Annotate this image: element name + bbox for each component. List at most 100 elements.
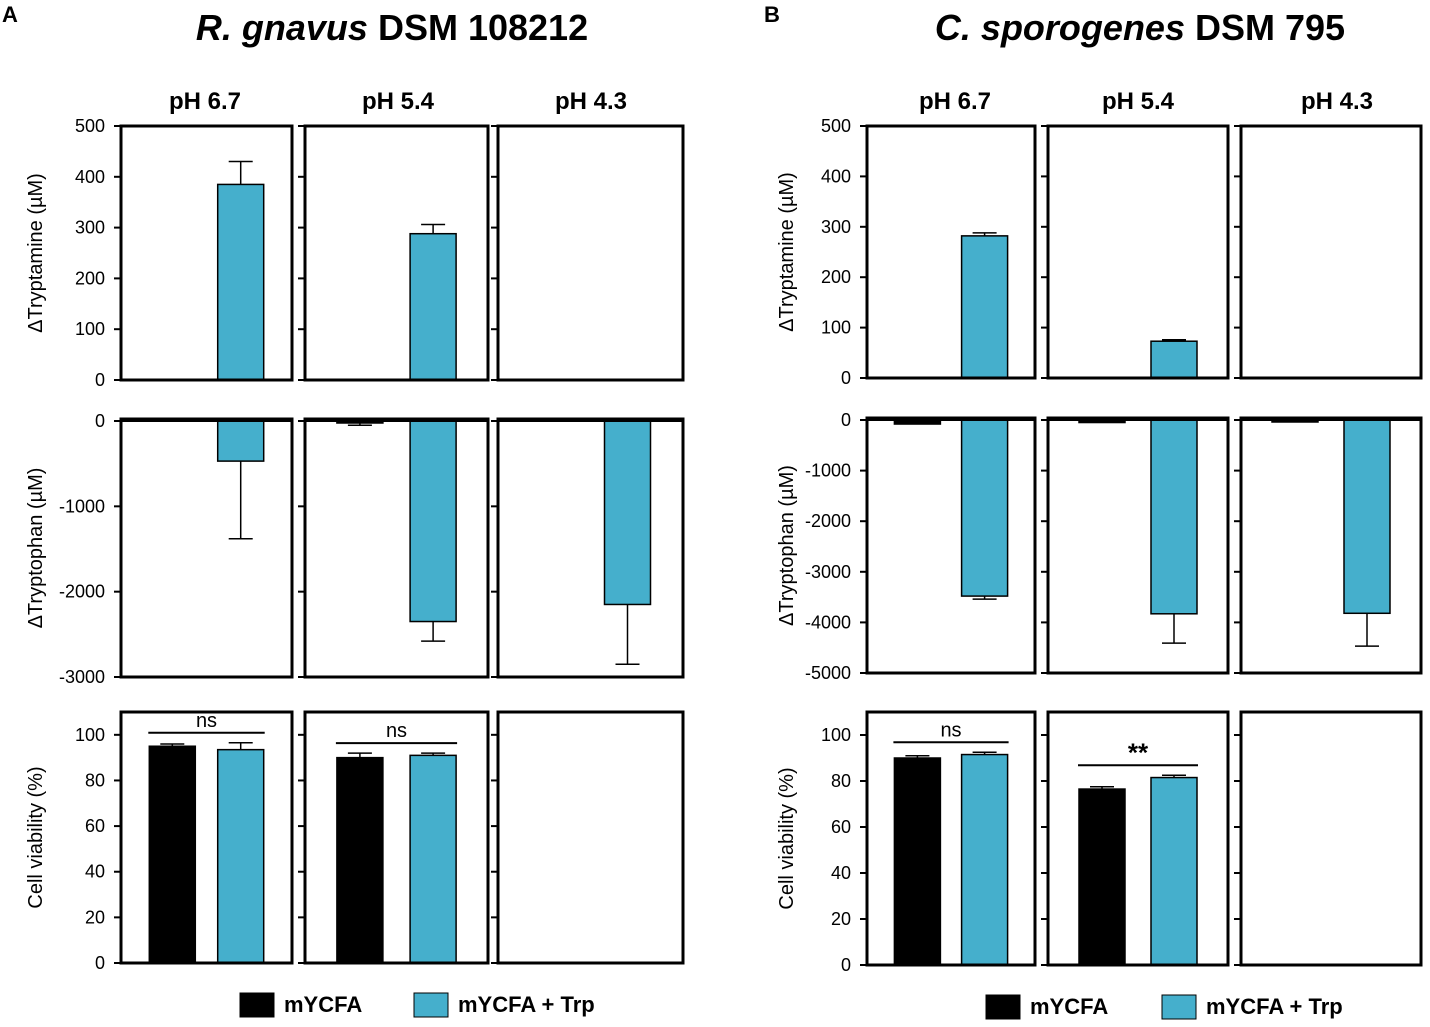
a-viability-frame-1 xyxy=(303,710,490,965)
ph-label-a-1: pH 6.7 xyxy=(169,88,241,115)
b-viability-tick-label-4: 80 xyxy=(831,771,851,791)
a-viability-tick-label-5: 100 xyxy=(75,725,105,745)
b-tryptamine-bar-trp-0 xyxy=(960,235,1009,379)
b-tryptamine-tick-label-5: 500 xyxy=(821,116,851,136)
b-tryptamine-bar-trp-1 xyxy=(1150,340,1198,379)
b-viability-sig-label-1: ** xyxy=(1128,737,1149,767)
panel-title-b-strain: DSM 795 xyxy=(1185,7,1345,48)
panel-title-a: R. gnavus DSM 108212 xyxy=(196,7,588,48)
a-tryptamine-tick-label-4: 400 xyxy=(75,167,105,187)
b-viability-tick-label-5: 100 xyxy=(821,725,851,745)
charts: ΔTryptamine (µM)0100200300400500ΔTryptop… xyxy=(25,116,1423,975)
b-tryptophan-bar-trp-0 xyxy=(960,419,1009,597)
b-tryptophan-frame-0 xyxy=(865,416,1037,675)
ph-label-b-3: pH 4.3 xyxy=(1301,88,1373,115)
ph-label-b-2: pH 5.4 xyxy=(1102,88,1175,115)
legend-label-mycfa-b: mYCFA xyxy=(1030,994,1108,1019)
legend-swatch-mycfa-a xyxy=(239,992,275,1018)
panel-title-b-species: C. sporogenes xyxy=(935,7,1185,48)
legend-label-trp-a: mYCFA + Trp xyxy=(458,992,595,1017)
b-tryptophan-tick-label-0: 0 xyxy=(841,410,851,430)
chart-a-viability: Cell viability (%) 0 20 40 60 80 100 ns ns xyxy=(25,710,685,973)
panel-title-a-species: R. gnavus xyxy=(196,7,368,48)
b-viability-bar-trp-0 xyxy=(960,753,1009,966)
a-tryptamine-tick-label-2: 200 xyxy=(75,268,105,288)
b-tryptamine-frame-1 xyxy=(1046,124,1230,380)
a-viability-ylabel: Cell viability (%) xyxy=(25,766,47,908)
a-viability-frame-2 xyxy=(496,710,685,965)
a-viability-tick-label-2: 40 xyxy=(85,862,105,882)
legend-label-trp-b: mYCFA + Trp xyxy=(1206,994,1343,1019)
b-tryptamine-tick-label-3: 300 xyxy=(821,217,851,237)
a-tryptophan-ylabel: ΔTryptophan (µM) xyxy=(25,468,47,629)
b-tryptophan-tick-label-2: -2000 xyxy=(805,511,851,531)
b-tryptophan-tick-label-3: -3000 xyxy=(805,562,851,582)
a-tryptophan-bar-trp-0 xyxy=(216,420,265,462)
a-tryptophan-tick-label-2: -2000 xyxy=(59,582,105,602)
a-tryptamine-frame-0 xyxy=(119,124,294,382)
b-viability-frame-1 xyxy=(1046,710,1230,967)
a-viability-bar-mycfa-1 xyxy=(336,756,384,964)
chart-a-tryptophan: ΔTryptophan (µM) 0 -1000 -2000 -3000 xyxy=(25,411,685,687)
a-tryptamine-tick-label-3: 300 xyxy=(75,218,105,238)
b-viability-bar-trp-1 xyxy=(1150,776,1198,966)
panel-title-b: C. sporogenes DSM 795 xyxy=(935,7,1345,48)
a-tryptophan-frame-0 xyxy=(119,417,294,679)
a-tryptophan-frame-1 xyxy=(303,417,490,679)
a-tryptamine-frame-2 xyxy=(496,124,685,382)
legend-b: mYCFA mYCFA + Trp xyxy=(985,994,1343,1020)
b-tryptophan-frame-2 xyxy=(1239,416,1423,675)
a-viability-tick-label-1: 20 xyxy=(85,907,105,927)
a-tryptamine-tick-label-5: 500 xyxy=(75,116,105,136)
chart-a-tryptamine: ΔTryptamine (µM) 0 100 200 300 400 500 xyxy=(25,116,685,390)
chart-b-tryptamine: ΔTryptamine (µM) 0 100 200 300 400 500 xyxy=(776,116,1423,388)
b-tryptophan-bar-trp-2 xyxy=(1343,419,1391,615)
b-tryptamine-tick-label-4: 400 xyxy=(821,166,851,186)
ph-label-a-2: pH 5.4 xyxy=(362,88,435,115)
a-tryptamine-bar-trp-1 xyxy=(409,232,457,381)
b-viability-frame-2 xyxy=(1239,710,1423,967)
a-viability-sig-label-1: ns xyxy=(386,720,407,742)
b-tryptophan-frame-1 xyxy=(1046,416,1230,675)
legend-swatch-trp-b xyxy=(1161,994,1197,1020)
chart-b-viability: Cell viability (%) 0 20 40 60 80 100 ns ** xyxy=(776,710,1423,975)
a-tryptophan-bar-trp-2 xyxy=(603,420,652,606)
legend-label-mycfa-a: mYCFA xyxy=(284,992,362,1017)
b-tryptamine-frame-0 xyxy=(865,124,1037,380)
a-tryptophan-tick-label-0: 0 xyxy=(95,411,105,431)
a-viability-frame-0 xyxy=(119,710,294,965)
b-tryptamine-tick-label-2: 200 xyxy=(821,267,851,287)
panel-letter-a: A xyxy=(2,2,18,27)
b-tryptamine-frame-2 xyxy=(1239,124,1423,380)
legend-a: mYCFA mYCFA + Trp xyxy=(239,992,595,1018)
a-tryptophan-tick-label-1: -1000 xyxy=(59,496,105,516)
b-tryptamine-tick-label-0: 0 xyxy=(841,368,851,388)
b-viability-bar-mycfa-1 xyxy=(1078,788,1126,966)
a-tryptamine-bar-trp-0 xyxy=(216,183,265,381)
a-tryptophan-frame-2 xyxy=(496,417,685,679)
ph-label-b-1: pH 6.7 xyxy=(919,88,991,115)
a-tryptophan-tick-label-3: -3000 xyxy=(59,667,105,687)
legend-swatch-mycfa-b xyxy=(985,994,1021,1020)
b-viability-ylabel: Cell viability (%) xyxy=(776,767,798,909)
a-tryptophan-bar-trp-1 xyxy=(409,420,457,623)
b-tryptophan-tick-label-4: -4000 xyxy=(805,612,851,632)
a-viability-bar-mycfa-0 xyxy=(148,745,197,964)
a-viability-tick-label-4: 80 xyxy=(85,770,105,790)
b-viability-frame-0 xyxy=(865,710,1037,967)
chart-b-tryptophan: ΔTryptophan (µM) 0 -1000 -2000 -3000 -4000 -50… xyxy=(776,410,1423,683)
b-tryptamine-tick-label-1: 100 xyxy=(821,318,851,338)
legend-swatch-trp-a xyxy=(413,992,449,1018)
b-tryptophan-bar-trp-1 xyxy=(1150,419,1198,615)
b-tryptophan-tick-label-1: -1000 xyxy=(805,461,851,481)
a-tryptamine-frame-1 xyxy=(303,124,490,382)
b-viability-sig-label-0: ns xyxy=(940,719,961,741)
a-viability-sig-label-0: ns xyxy=(196,710,217,732)
a-viability-bar-trp-0 xyxy=(216,748,265,964)
a-viability-bar-trp-1 xyxy=(409,754,457,964)
ph-label-a-3: pH 4.3 xyxy=(555,88,627,115)
a-tryptamine-ylabel: ΔTryptamine (µM) xyxy=(25,173,47,333)
b-viability-bar-mycfa-0 xyxy=(893,757,942,966)
a-viability-tick-label-3: 60 xyxy=(85,816,105,836)
